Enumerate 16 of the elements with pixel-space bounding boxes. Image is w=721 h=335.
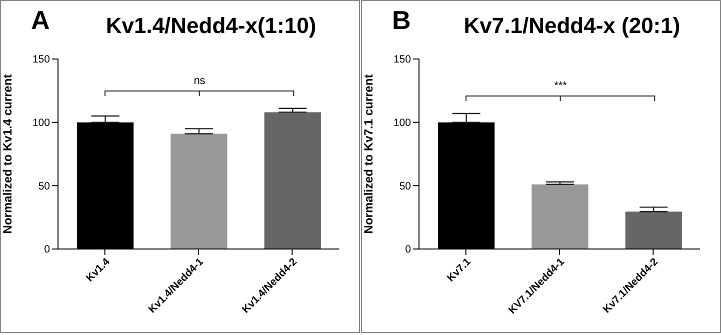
- annotation: ***: [553, 80, 568, 92]
- y-tick-label: 100: [32, 117, 50, 130]
- annotation: ns: [192, 75, 206, 88]
- y-axis-title: Normalized to Kv1.4 current: [0, 74, 14, 234]
- chart-title: Kv1.4/Nedd4-x(1:10): [104, 13, 318, 39]
- text: A: [31, 5, 50, 36]
- y-tick-label: 0: [405, 244, 412, 256]
- y-tick-label: 100: [393, 117, 412, 130]
- chart-title: Kv7.1/Nedd4-x (20:1): [462, 13, 682, 39]
- y-tick-label: 50: [399, 180, 412, 192]
- y-tick-label: 50: [38, 180, 50, 192]
- y-tick-label: 0: [44, 244, 50, 256]
- text: B: [392, 5, 411, 36]
- y-tick-label: 150: [393, 54, 412, 66]
- y-axis-title: Normalized to Kv7.1 current: [361, 74, 376, 234]
- y-tick-label: 150: [32, 54, 50, 66]
